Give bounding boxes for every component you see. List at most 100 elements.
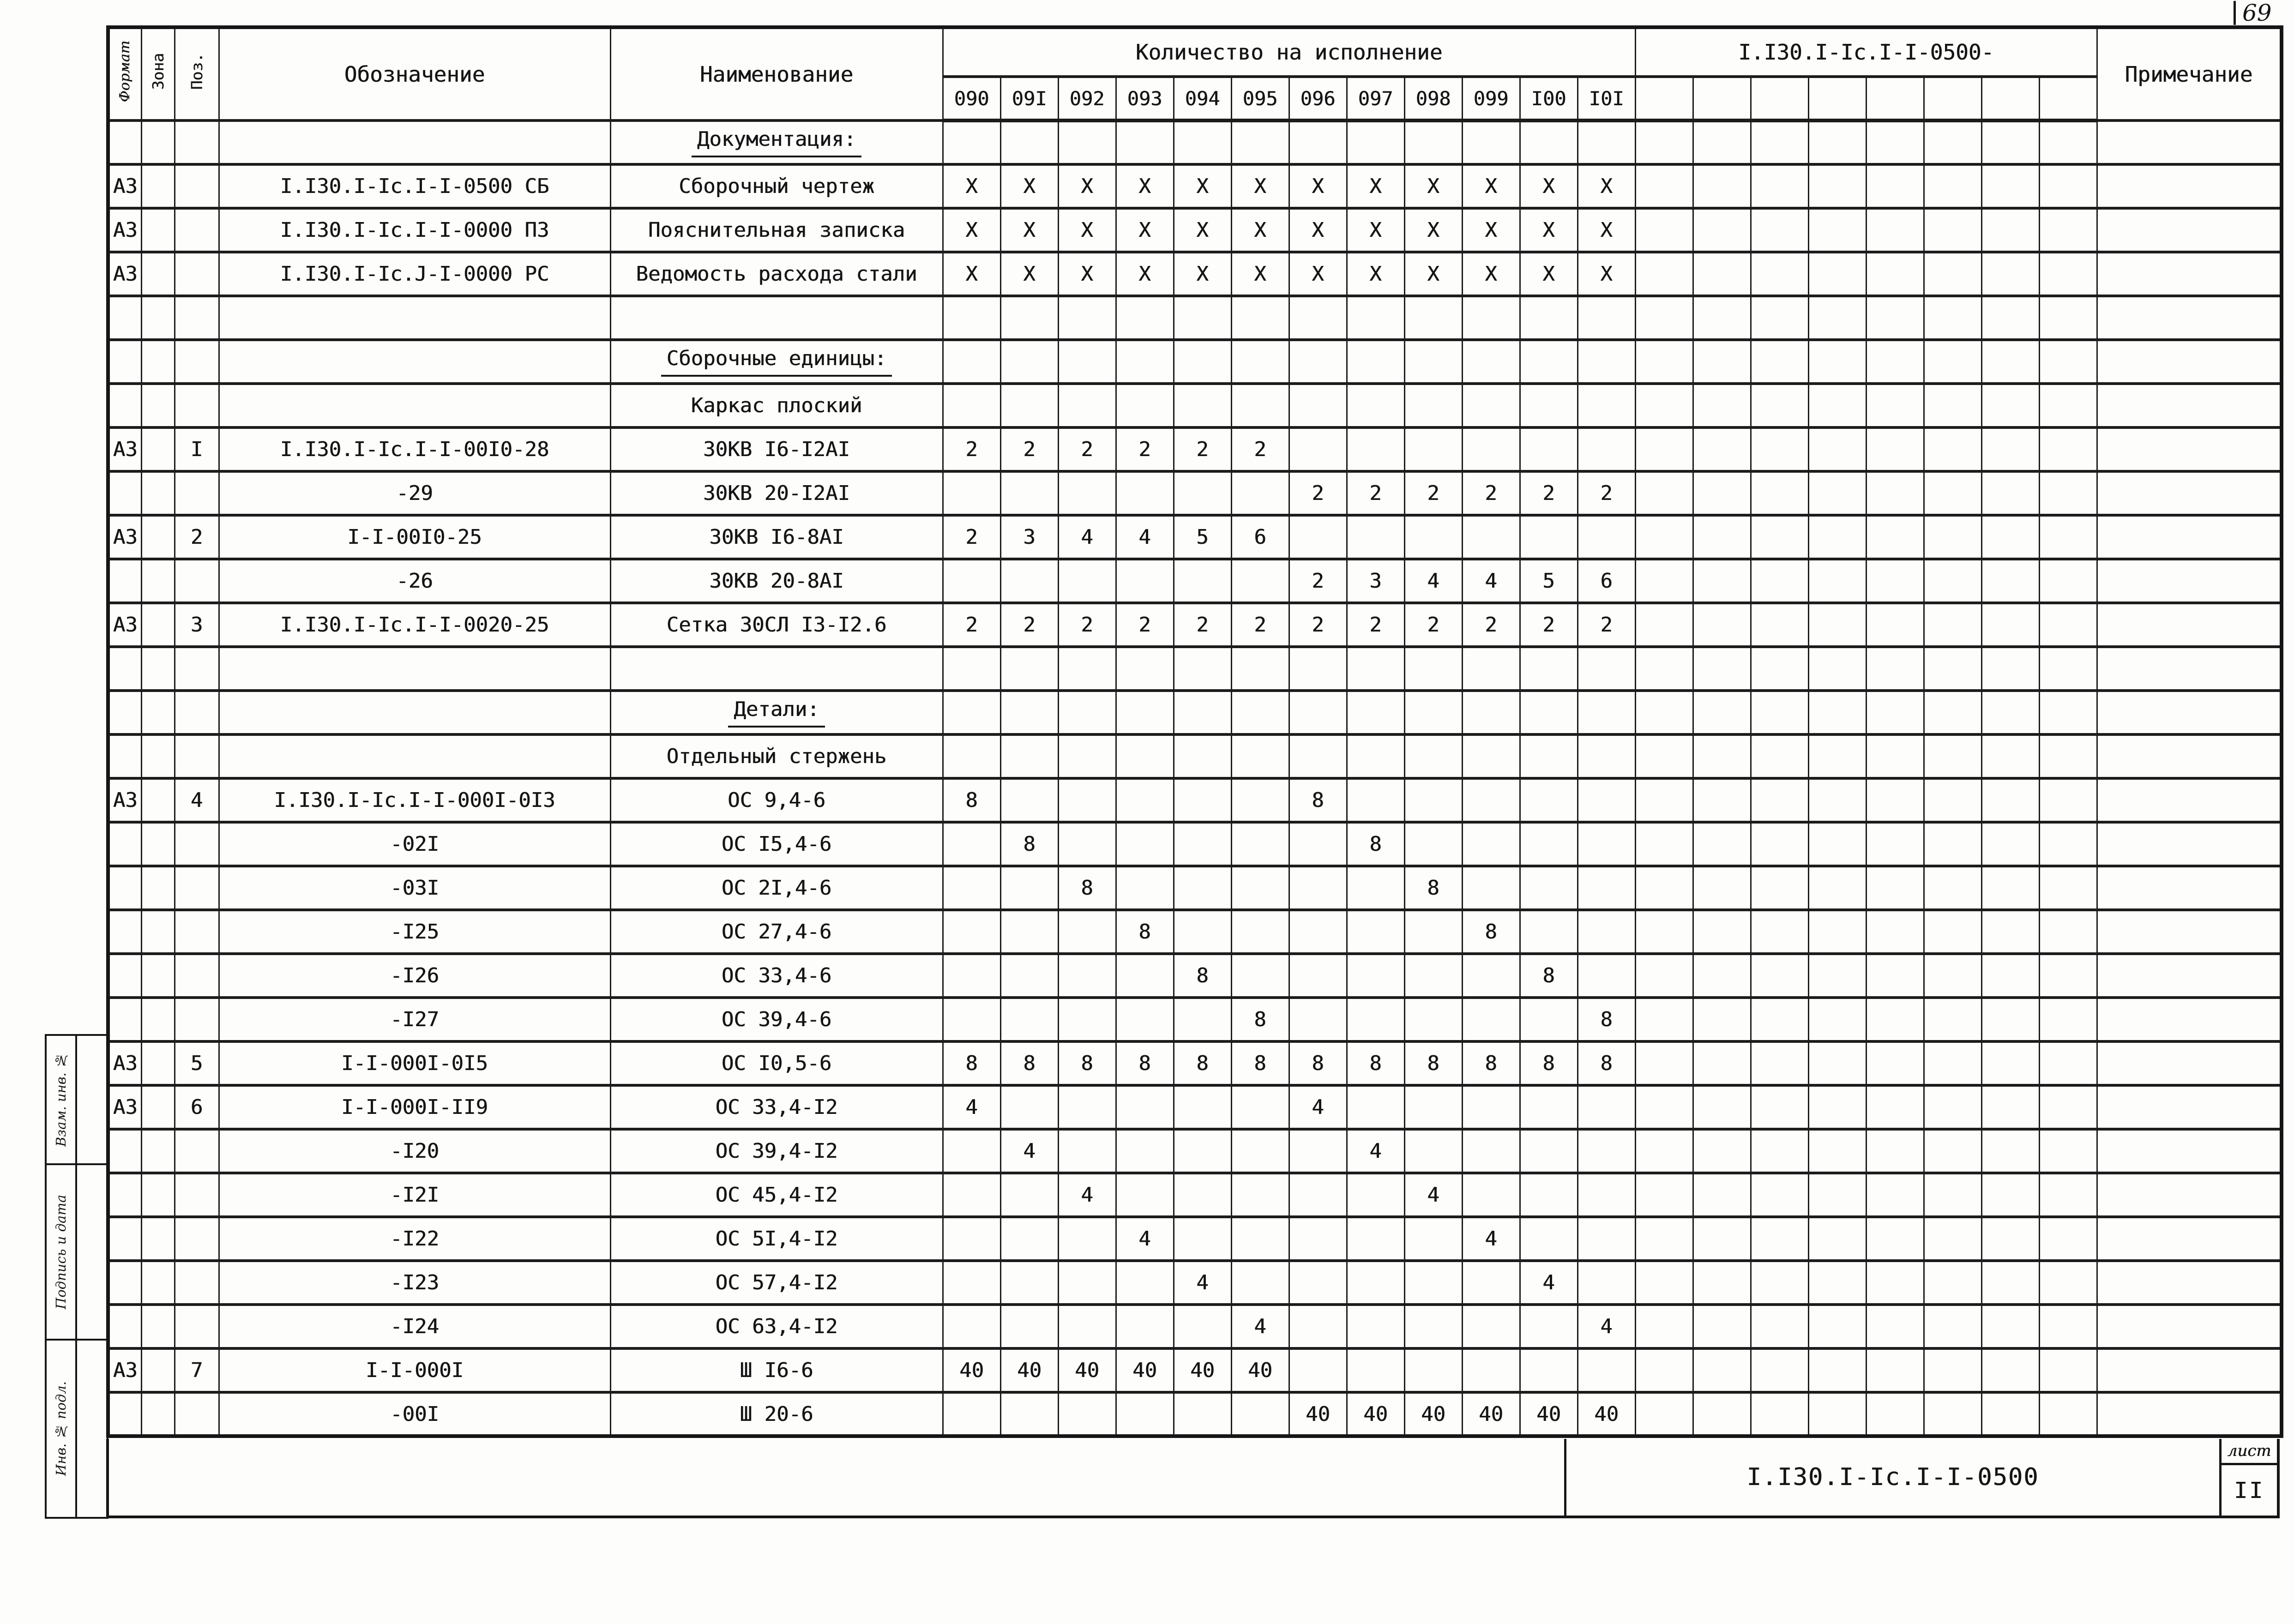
col-header-name: Наименование	[609, 26, 944, 122]
qty-cell	[1173, 908, 1232, 955]
qty-cell	[1577, 1259, 1636, 1306]
table-row: А3 I.I30.I-Ic.I-I-0000 ПЗ Пояснительная за…	[107, 207, 2282, 253]
extra-cell	[1865, 207, 1925, 253]
qty-cell: X	[1346, 251, 1405, 297]
qty-cell	[1057, 952, 1117, 999]
qty-cell: X	[1519, 207, 1578, 253]
extra-cell	[2038, 1084, 2098, 1131]
note-cell	[2096, 295, 2282, 341]
qty-cell	[1230, 908, 1290, 955]
extra-cell	[2038, 1391, 2098, 1438]
extra-cell	[1692, 514, 1752, 560]
name-cell: Документация:	[609, 119, 944, 166]
qty-col-header: 090	[942, 75, 1001, 122]
qty-cell: 2	[1288, 558, 1348, 604]
pos-cell	[174, 470, 220, 517]
pos-cell	[174, 1259, 220, 1306]
format-cell	[107, 1215, 142, 1262]
format-cell	[107, 470, 142, 517]
qty-cell: 8	[1577, 1040, 1636, 1087]
table-row: Каркас плоский	[107, 382, 2282, 429]
extra-cell	[1865, 251, 1925, 297]
pos-cell	[174, 952, 220, 999]
qty-cell: 2	[1519, 601, 1578, 648]
qty-cell	[1577, 514, 1636, 560]
extra-cell	[2038, 1259, 2098, 1306]
extra-cell	[1923, 1084, 1982, 1131]
extra-col-header	[1807, 75, 1867, 122]
extra-cell	[1981, 1391, 2040, 1438]
pos-cell	[174, 338, 220, 385]
zone-cell	[140, 1303, 175, 1350]
qty-cell	[1057, 733, 1117, 780]
extra-cell	[1981, 207, 2040, 253]
designation-cell: I-I-000I-0I5	[218, 1040, 611, 1087]
qty-cell: 3	[1346, 558, 1405, 604]
format-cell	[107, 821, 142, 867]
designation-cell	[218, 295, 611, 341]
extra-cell	[1750, 295, 1809, 341]
extra-cell	[1634, 996, 1694, 1043]
extra-col-header	[1865, 75, 1925, 122]
extra-cell	[2038, 1172, 2098, 1218]
qty-cell	[1519, 777, 1578, 824]
extra-cell	[1923, 777, 1982, 824]
qty-cell	[1519, 689, 1578, 736]
qty-cell: 8	[1577, 996, 1636, 1043]
extra-cell	[1923, 865, 1982, 911]
qty-cell	[999, 996, 1059, 1043]
extra-cell	[1692, 1215, 1752, 1262]
name-cell: Каркас плоский	[609, 382, 944, 429]
qty-cell: X	[999, 163, 1059, 210]
extra-cell	[1981, 908, 2040, 955]
qty-cell	[1346, 1259, 1405, 1306]
note-cell	[2096, 338, 2282, 385]
designation-cell: I.I30.I-Ic.I-I-00I0-28	[218, 426, 611, 473]
qty-cell	[1519, 1215, 1578, 1262]
format-cell: А3	[107, 207, 142, 253]
extra-cell	[1634, 1128, 1694, 1174]
specification-table: Формат Зона Поз. Обозначение Наименовани…	[106, 25, 2284, 1438]
extra-cell	[1750, 1391, 1809, 1438]
extra-col-header	[1692, 75, 1752, 122]
qty-cell	[1057, 689, 1117, 736]
qty-cell: 40	[1173, 1347, 1232, 1394]
extra-cell	[1865, 996, 1925, 1043]
pos-cell	[174, 295, 220, 341]
qty-cell	[1577, 865, 1636, 911]
qty-cell: 8	[1346, 821, 1405, 867]
qty-cell	[942, 1215, 1001, 1262]
extra-cell	[1807, 777, 1867, 824]
extra-cell	[1981, 733, 2040, 780]
qty-cell	[1403, 689, 1463, 736]
zone-cell	[140, 514, 175, 560]
extra-cell	[1634, 163, 1694, 210]
designation-cell	[218, 689, 611, 736]
designation-cell: I-I-000I-II9	[218, 1084, 611, 1131]
qty-cell	[1461, 1303, 1521, 1350]
format-cell	[107, 865, 142, 911]
extra-cell	[1807, 1172, 1867, 1218]
qty-col-header: 092	[1057, 75, 1117, 122]
table-row: -I20 ОС 39,4-I2 4 4	[107, 1128, 2282, 1174]
qty-cell	[1173, 1128, 1232, 1174]
qty-cell	[1519, 382, 1578, 429]
qty-cell	[1577, 1084, 1636, 1131]
name-cell: ОС 33,4-6	[609, 952, 944, 999]
note-cell	[2096, 1347, 2282, 1394]
extra-cell	[1634, 1259, 1694, 1306]
table-row: Сборочные единицы:	[107, 338, 2282, 385]
qty-cell	[1461, 1347, 1521, 1394]
extra-cell	[1923, 295, 1982, 341]
sheet-label: лист	[2222, 1439, 2277, 1465]
designation-cell: I.I30.I-Ic.I-I-0500 СБ	[218, 163, 611, 210]
qty-cell	[1577, 821, 1636, 867]
table-row: Детали:	[107, 689, 2282, 736]
pos-cell	[174, 865, 220, 911]
extra-cell	[1692, 470, 1752, 517]
qty-cell	[1461, 733, 1521, 780]
qty-cell	[942, 865, 1001, 911]
pos-cell: 3	[174, 601, 220, 648]
extra-cell	[1981, 382, 2040, 429]
qty-cell: 5	[1519, 558, 1578, 604]
